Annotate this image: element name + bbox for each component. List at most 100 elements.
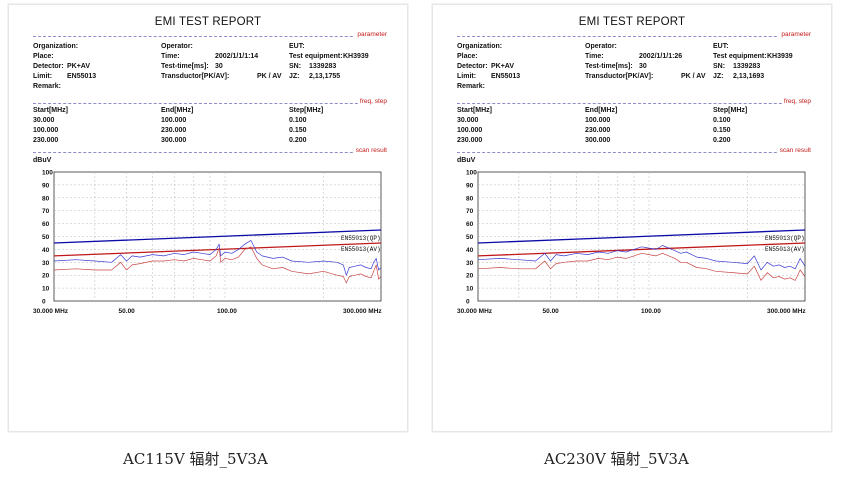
section-label-parameter: parameter	[355, 31, 387, 39]
field-jz-value: 2,13,1755	[309, 73, 341, 80]
field-remark-label: Remark:	[457, 83, 486, 90]
y-tick-label: 40	[466, 247, 474, 254]
field-organization-label: Organization:	[457, 43, 503, 50]
step-cell: 100.000	[161, 117, 187, 124]
section-label-parameter: parameter	[779, 31, 811, 39]
report-title: EMI TEST REPORT	[154, 16, 262, 28]
series-line-peak	[477, 245, 806, 271]
field-time-label: Time:	[585, 53, 604, 60]
y-tick-label: 40	[42, 247, 50, 254]
step-header: Start[MHz]	[33, 107, 68, 114]
section-label-freq-step: freq, step	[357, 98, 387, 106]
x-tick-label: 30.000 MHz	[33, 308, 69, 315]
field-equipment-value: KH3939	[343, 53, 369, 60]
y-tick-label: 0	[466, 299, 470, 306]
section-separator	[457, 103, 807, 104]
field-eut-label: EUT:	[289, 43, 305, 50]
emi-report-ac230v: EMI TEST REPORT parameter freq, step scan r…	[432, 4, 832, 432]
section-label-freq-step: freq, step	[781, 98, 811, 106]
y-tick-label: 20	[42, 273, 50, 280]
field-limit-value: EN55013	[67, 73, 97, 80]
y-tick-label: 50	[42, 234, 50, 241]
step-header: Start[MHz]	[457, 107, 492, 114]
y-tick-label: 10	[466, 286, 474, 293]
field-transducer-value: PK / AV	[257, 73, 282, 80]
section-separator	[33, 36, 383, 37]
field-operator-label: Operator:	[161, 43, 193, 50]
x-tick-label: 300.000 MHz	[343, 308, 382, 315]
series-line-av-limit	[53, 242, 382, 257]
step-cell: 230.000	[585, 127, 611, 134]
report-title: EMI TEST REPORT	[578, 16, 686, 28]
step-cell: 30.000	[457, 117, 479, 124]
step-cell: 100.000	[585, 117, 611, 124]
step-cell: 0.100	[289, 117, 307, 124]
series-line-qp-limit	[477, 229, 806, 244]
y-axis-unit: dBuV	[457, 157, 476, 164]
emi-report-ac115v: EMI TEST REPORT parameter freq, step scan r…	[8, 4, 408, 432]
field-equipment-label: Test equipment:	[289, 53, 343, 60]
field-organization-label: Organization:	[33, 43, 79, 50]
step-cell: 0.150	[289, 127, 307, 134]
step-cell: 230.000	[457, 137, 483, 144]
y-tick-label: 30	[42, 260, 50, 267]
step-header: End[MHz]	[585, 107, 618, 114]
step-header: Step[MHz]	[289, 107, 324, 114]
step-cell: 0.150	[713, 127, 731, 134]
section-separator	[33, 103, 383, 104]
y-tick-label: 50	[466, 234, 474, 241]
y-tick-label: 60	[42, 221, 50, 228]
series-label-av-limit: EN55013(AV)	[765, 246, 805, 253]
field-limit-label: Limit:	[457, 73, 477, 80]
y-tick-label: 0	[42, 299, 46, 306]
series-label-av-limit: EN55013(AV)	[341, 246, 381, 253]
y-tick-label: 100	[42, 170, 53, 177]
field-limit-value: EN55013	[491, 73, 521, 80]
field-sn-value: 1339283	[733, 63, 761, 70]
section-label-scan-result: scan result	[777, 147, 811, 155]
series-label-qp-limit: EN55013(QP)	[765, 235, 805, 242]
y-tick-label: 100	[466, 170, 477, 177]
field-transducer-label: Transductor[PK/AV]:	[161, 73, 230, 80]
field-remark-label: Remark:	[33, 83, 62, 90]
y-tick-label: 80	[42, 195, 50, 202]
step-header: Step[MHz]	[713, 107, 748, 114]
x-tick-label: 30.000 MHz	[457, 308, 493, 315]
y-tick-label: 70	[466, 208, 474, 215]
step-cell: 230.000	[161, 127, 187, 134]
series-line-peak	[53, 240, 382, 276]
field-eut-label: EUT:	[713, 43, 729, 50]
series-line-qp-limit	[53, 229, 382, 244]
field-equipment-value: KH3939	[767, 53, 793, 60]
field-detector-label: Detector:	[457, 63, 488, 70]
y-tick-label: 90	[466, 182, 474, 189]
x-tick-label: 100.00	[641, 308, 661, 315]
field-time-value: 2002/1/1/1:26	[639, 53, 683, 60]
field-sn-label: SN:	[713, 63, 726, 70]
field-jz-value: 2,13,1693	[733, 73, 765, 80]
step-cell: 300.000	[585, 137, 611, 144]
x-tick-label: 100.00	[217, 308, 237, 315]
series-label-qp-limit: EN55013(QP)	[341, 235, 381, 242]
field-jz-label: JZ:	[713, 73, 724, 80]
x-tick-label: 50.00	[119, 308, 136, 315]
field-place-label: Place:	[457, 53, 478, 60]
y-tick-label: 60	[466, 221, 474, 228]
caption-ac230v: AC230V 辐射_5V3A	[544, 450, 689, 468]
field-place-label: Place:	[33, 53, 54, 60]
step-cell: 100.000	[33, 127, 59, 134]
field-time-value: 2002/1/1/1:14	[215, 53, 259, 60]
step-cell: 0.200	[713, 137, 731, 144]
field-testtime-value: 30	[215, 63, 223, 70]
step-cell: 30.000	[33, 117, 55, 124]
field-transducer-value: PK / AV	[681, 73, 706, 80]
section-separator	[33, 152, 383, 153]
y-tick-label: 70	[42, 208, 50, 215]
field-testtime-value: 30	[639, 63, 647, 70]
section-separator	[457, 36, 807, 37]
field-testtime-label: Test-time[ms]:	[585, 63, 633, 70]
field-detector-value: PK+AV	[491, 63, 515, 70]
section-separator	[457, 152, 807, 153]
caption-ac115v: AC115V 辐射_5V3A	[123, 450, 268, 468]
x-tick-label: 50.00	[543, 308, 560, 315]
